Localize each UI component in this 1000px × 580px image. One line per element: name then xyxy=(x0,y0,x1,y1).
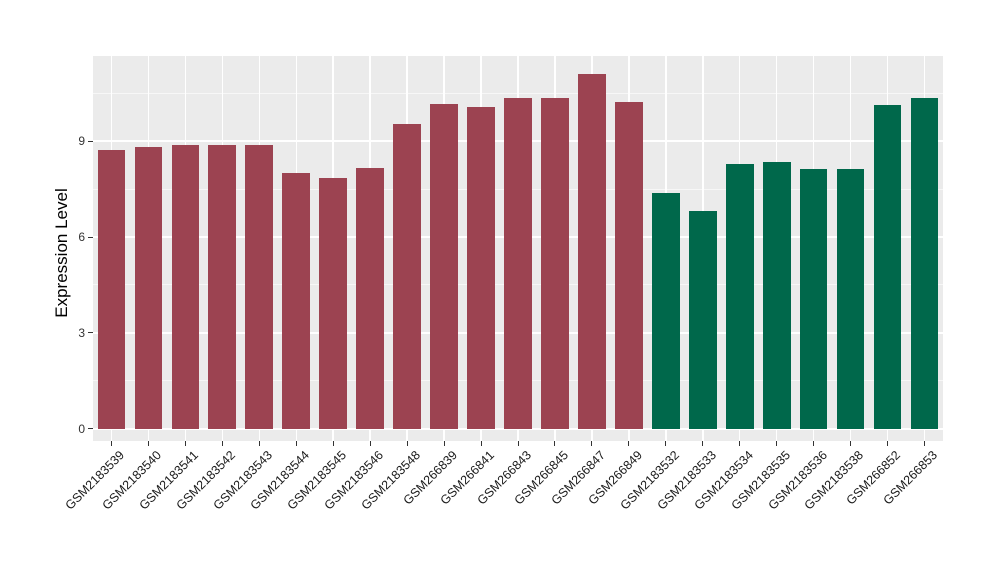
bar xyxy=(799,169,828,429)
bar xyxy=(356,167,385,429)
x-tick-mark xyxy=(258,441,260,446)
bar xyxy=(245,145,274,429)
x-tick-mark xyxy=(184,441,186,446)
y-tick-mark xyxy=(88,428,93,430)
x-tick-mark xyxy=(480,441,482,446)
x-tick-mark xyxy=(628,441,630,446)
bar xyxy=(208,145,237,429)
x-tick-mark xyxy=(406,441,408,446)
x-tick-mark xyxy=(665,441,667,446)
bar xyxy=(578,73,606,429)
x-tick-mark xyxy=(369,441,371,446)
x-tick-mark xyxy=(517,441,519,446)
x-tick-mark xyxy=(554,441,556,446)
x-tick-mark xyxy=(591,441,593,446)
bar xyxy=(873,105,902,429)
y-tick-label: 0 xyxy=(78,421,85,436)
bar xyxy=(836,169,865,429)
bar xyxy=(319,177,348,429)
x-tick-mark xyxy=(887,441,889,446)
x-tick-mark xyxy=(295,441,297,446)
bar xyxy=(393,123,421,429)
x-tick-mark xyxy=(739,441,741,446)
x-tick-mark xyxy=(702,441,704,446)
bar xyxy=(762,161,791,429)
x-tick-mark xyxy=(776,441,778,446)
y-tick-mark xyxy=(88,332,93,334)
bar xyxy=(171,145,200,429)
y-axis-title: Expression Level xyxy=(52,187,71,318)
x-tick-mark xyxy=(332,441,334,446)
x-tick-mark xyxy=(147,441,149,446)
x-tick-mark xyxy=(110,441,112,446)
bar xyxy=(430,103,458,429)
bar xyxy=(504,98,532,429)
x-tick-mark xyxy=(850,441,852,446)
bar xyxy=(615,101,643,429)
y-tick-label: 3 xyxy=(78,325,85,340)
bar xyxy=(725,164,754,429)
x-tick-mark xyxy=(924,441,926,446)
bar xyxy=(282,173,311,429)
bar xyxy=(651,192,680,429)
x-tick-mark xyxy=(221,441,223,446)
bar xyxy=(910,97,939,429)
y-tick-label: 9 xyxy=(78,134,85,149)
minor-gridline xyxy=(93,92,943,94)
bar xyxy=(134,146,163,429)
y-tick-label: 6 xyxy=(78,230,85,244)
bar xyxy=(541,97,569,429)
x-tick-mark xyxy=(443,441,445,446)
y-tick-mark xyxy=(88,140,93,142)
bar xyxy=(97,150,126,429)
bar xyxy=(467,106,495,429)
y-tick-mark xyxy=(88,236,93,238)
major-gridline xyxy=(93,427,943,430)
bar xyxy=(688,211,717,429)
x-tick-mark xyxy=(813,441,815,446)
plot-panel xyxy=(93,56,943,441)
